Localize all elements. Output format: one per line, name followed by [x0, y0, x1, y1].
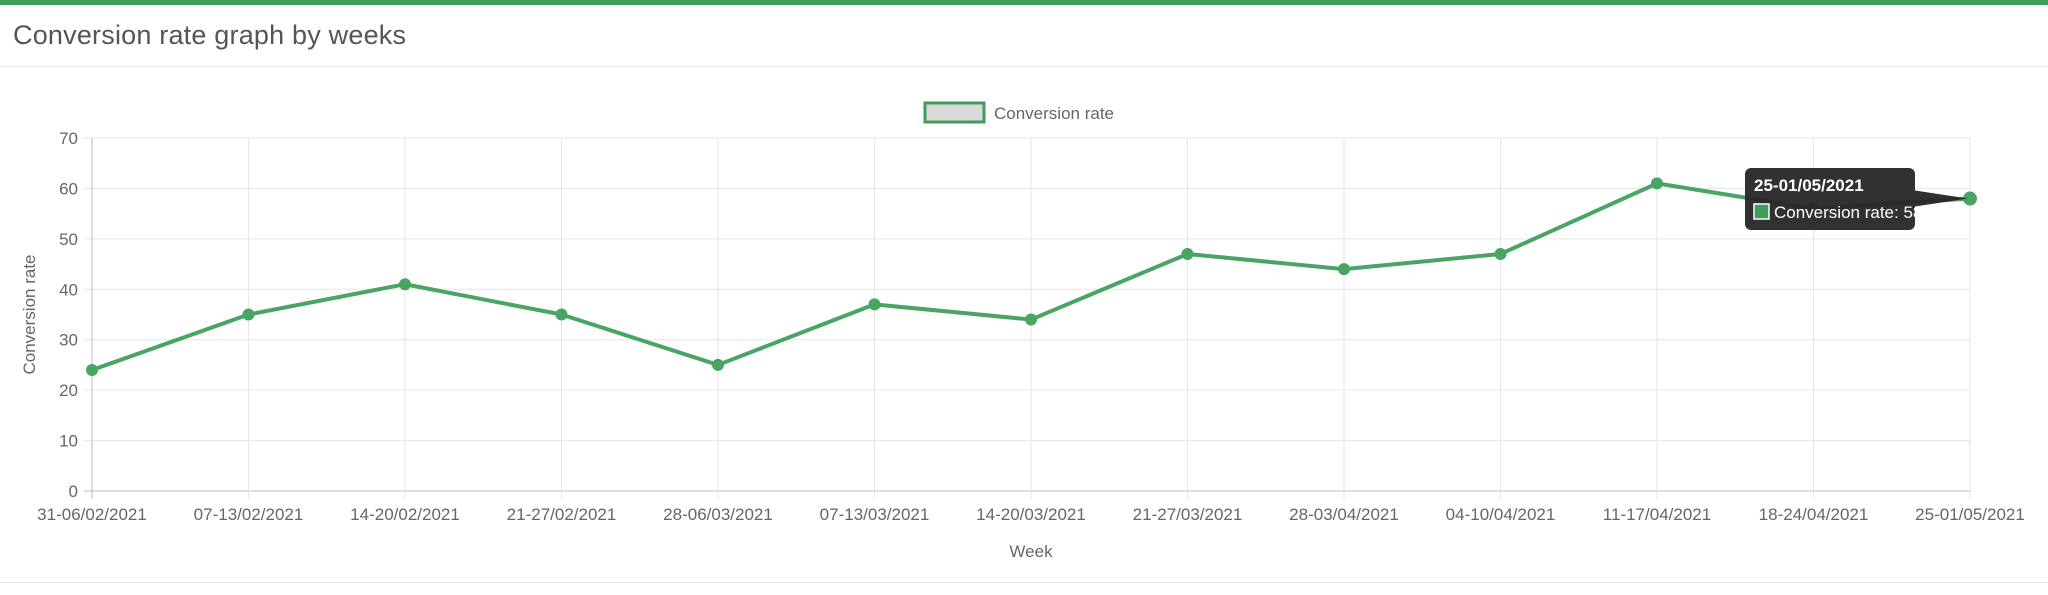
y-tick-label: 50: [59, 230, 78, 249]
tooltip-box: [1745, 168, 1915, 230]
x-tick-label: 31-06/02/2021: [37, 505, 147, 524]
x-tick-label: 25-01/05/2021: [1915, 505, 2025, 524]
x-tick-label: 18-24/04/2021: [1759, 505, 1869, 524]
panel-title: Conversion rate graph by weeks: [13, 20, 407, 50]
data-point[interactable]: [242, 308, 255, 321]
panel-header: Conversion rate graph by weeks: [0, 5, 2048, 67]
data-point[interactable]: [712, 358, 724, 371]
y-axis-title: Conversion rate: [20, 254, 39, 374]
legend-label[interactable]: Conversion rate: [994, 104, 1114, 123]
legend-swatch: [923, 101, 986, 124]
tooltip-title: 25-01/05/2021: [1754, 176, 1864, 195]
tooltip-label: Conversion rate: 58%: [1774, 203, 1937, 222]
x-tick-label: 11-17/04/2021: [1603, 505, 1711, 524]
data-point[interactable]: [86, 363, 98, 376]
data-point[interactable]: [1025, 313, 1037, 326]
x-tick-label: 14-20/03/2021: [976, 505, 1086, 524]
y-tick-label: 20: [59, 381, 78, 400]
chart-container: 0 10 20 30 40 50 60 70 31-06/02/2021 07-13/02/202…: [0, 72, 2048, 590]
data-point[interactable]: [1181, 247, 1194, 260]
x-axis-title: Week: [1009, 542, 1053, 561]
tooltip-swatch: [1753, 203, 1770, 220]
x-tick-label: 07-13/03/2021: [820, 505, 930, 524]
data-point[interactable]: [399, 278, 411, 291]
x-tick-label: 28-06/03/2021: [663, 505, 773, 524]
data-point[interactable]: [555, 308, 568, 321]
y-tick-label: 10: [59, 432, 78, 451]
y-tick-label: 60: [59, 179, 78, 198]
y-tick-label: 40: [59, 280, 78, 299]
x-tick-label: 21-27/03/2021: [1133, 505, 1243, 524]
x-tick-label: 07-13/02/2021: [194, 505, 304, 524]
x-tick-label: 14-20/02/2021: [350, 505, 460, 524]
tooltip-caret: [1915, 190, 1968, 207]
y-tick-label: 0: [69, 482, 78, 501]
data-point[interactable]: [1651, 177, 1663, 190]
x-tick-label: 21-27/02/2021: [507, 505, 617, 524]
data-point[interactable]: [1494, 247, 1507, 260]
x-tick-label: 04-10/04/2021: [1446, 505, 1556, 524]
data-point[interactable]: [1338, 263, 1350, 276]
x-tick-label: 28-03/04/2021: [1289, 505, 1399, 524]
panel-bottom-divider: [0, 582, 2048, 583]
y-tick-label: 70: [59, 129, 78, 148]
y-tick-label: 30: [59, 331, 78, 350]
data-point[interactable]: [868, 298, 881, 311]
conversion-rate-chart[interactable]: 0 10 20 30 40 50 60 70 31-06/02/2021 07-13/02/202…: [0, 72, 2048, 590]
